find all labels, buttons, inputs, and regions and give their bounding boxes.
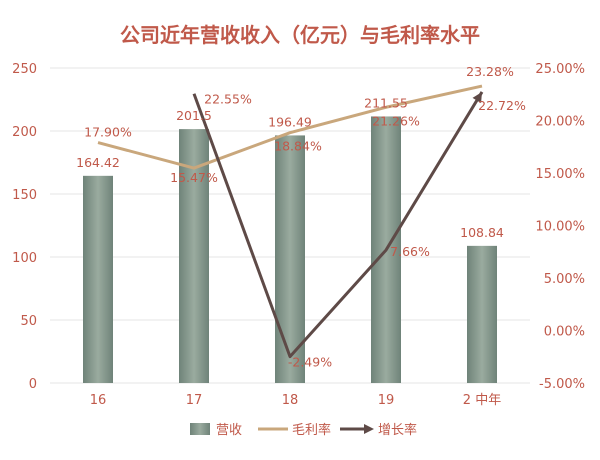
- right-tick-label: 10.00%: [535, 220, 585, 235]
- left-tick-label: 50: [20, 314, 37, 329]
- legend-growth-label: 增长率: [378, 422, 417, 438]
- gross-margin-label: 17.90%: [84, 125, 132, 140]
- left-tick-label: 200: [12, 125, 37, 140]
- left-tick-label: 150: [12, 188, 37, 203]
- line-series: [97, 84, 484, 359]
- x-tick-label: 16: [90, 393, 107, 408]
- left-tick-label: 250: [12, 62, 37, 77]
- growth-rate-label: -2.49%: [288, 355, 332, 370]
- revenue-bar: [179, 129, 209, 383]
- axes: 0 50 100 150 200 250 -5.00% 0.00% 5.00% 10.00% 15.…: [12, 62, 585, 408]
- right-tick-label: 0.00%: [544, 325, 585, 340]
- legend: 营收 毛利率 增长率: [190, 422, 417, 438]
- gross-margin-label: 21.26%: [372, 113, 420, 128]
- left-tick-label: 100: [12, 251, 37, 266]
- growth-rate-label: 22.55%: [204, 92, 252, 107]
- right-tick-label: 20.00%: [535, 115, 585, 130]
- gross-margin-line: [97, 84, 483, 170]
- x-tick-label: 2 中年: [463, 393, 501, 408]
- revenue-bar-label: 211.55: [364, 95, 408, 110]
- revenue-bar: [467, 245, 497, 383]
- legend-revenue-label: 营收: [216, 423, 242, 438]
- right-tick-label: 25.00%: [535, 62, 585, 77]
- x-tick-label: 17: [186, 393, 203, 408]
- legend-growth-arrow: [364, 424, 374, 434]
- revenue-bar-label: 196.49: [268, 114, 312, 129]
- revenue-bar: [275, 135, 305, 383]
- revenue-bar-label: 164.42: [76, 155, 120, 170]
- gross-margin-label: 15.47%: [170, 170, 218, 185]
- x-tick-label: 19: [378, 393, 395, 408]
- revenue-bar-label: 201.5: [176, 108, 212, 123]
- growth-arrowhead: [472, 91, 482, 104]
- x-tick-label: 18: [282, 393, 299, 408]
- left-tick-label: 0: [29, 377, 37, 392]
- legend-margin-label: 毛利率: [292, 422, 331, 438]
- data-labels: 164.42 201.5 196.49 211.55 108.84 17.90% 15.47…: [76, 64, 526, 370]
- growth-rate-label: 7.66%: [390, 244, 430, 259]
- gross-margin-label: 23.28%: [466, 64, 514, 79]
- gross-margin-label: 18.84%: [274, 139, 322, 154]
- revenue-bar-label: 108.84: [460, 225, 504, 240]
- chart-title: 公司近年营收收入（亿元）与毛利率水平: [120, 23, 480, 47]
- legend-revenue-swatch: [190, 423, 210, 435]
- growth-rate-line: [192, 91, 484, 359]
- growth-rate-label: 22.72%: [478, 98, 526, 113]
- right-tick-label: 5.00%: [544, 272, 585, 287]
- revenue-bar: [83, 175, 113, 383]
- right-tick-label: 15.00%: [535, 167, 585, 182]
- right-tick-label: -5.00%: [539, 377, 585, 392]
